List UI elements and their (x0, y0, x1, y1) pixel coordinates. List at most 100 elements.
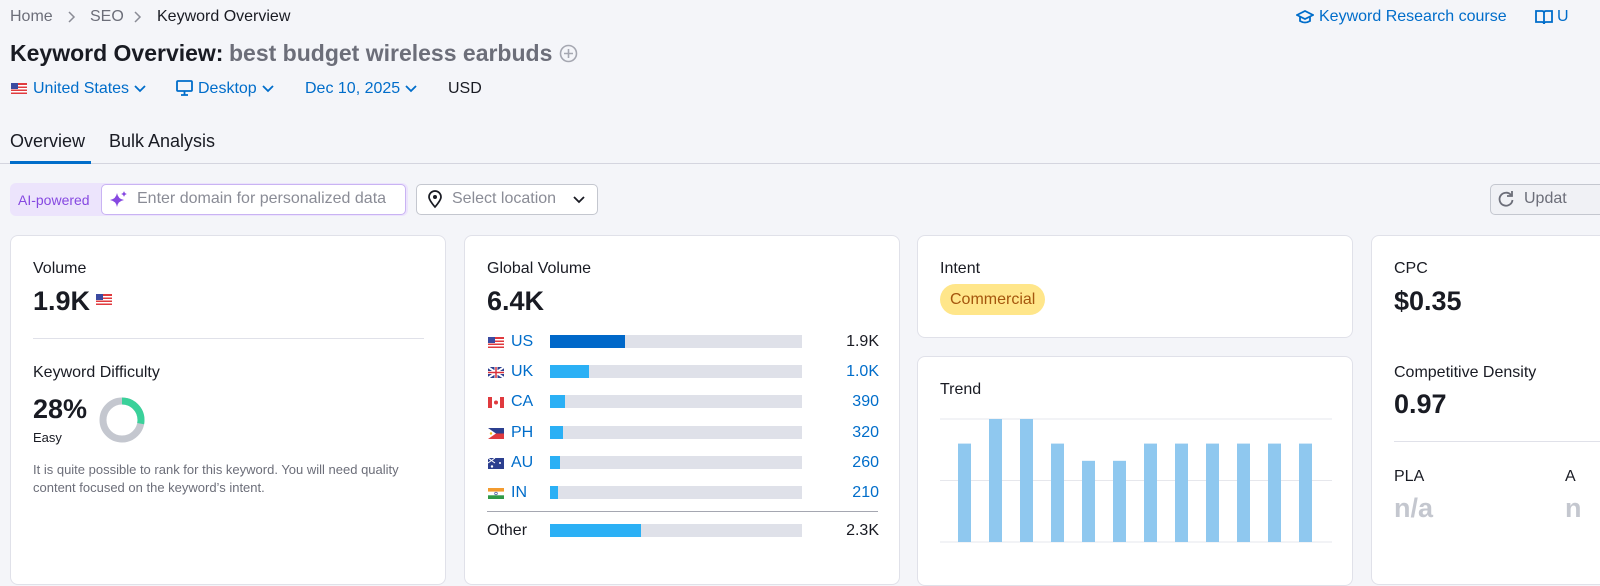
bar-track (550, 335, 802, 348)
country-code[interactable]: US (511, 333, 534, 350)
breadcrumb[interactable]: Home (10, 8, 53, 25)
sparkle-icon (110, 191, 127, 207)
country-code[interactable]: PH (511, 423, 534, 441)
pla-value: n/a (1394, 493, 1434, 523)
trend-bar (1206, 443, 1219, 542)
trend-chart (940, 418, 1332, 543)
volume-bar (550, 425, 563, 439)
update-button[interactable] (1490, 184, 1600, 215)
flag (488, 427, 504, 439)
volume-label[interactable]: 390 (852, 393, 879, 411)
density-value: 0.97 (1394, 389, 1447, 419)
refresh-icon (1498, 191, 1514, 207)
global-volume-value: 6.4K (487, 286, 545, 316)
volume-bar (550, 524, 641, 537)
volume-bar (550, 365, 590, 379)
bar-track (550, 395, 802, 409)
domain-placeholder: Enter domain for personalized data (137, 190, 387, 207)
ads-value: n (1565, 493, 1582, 523)
tab-underline (10, 161, 91, 164)
trend-bar (1051, 443, 1064, 542)
volume-label: 2.3K (846, 522, 879, 539)
card-label: Global Volume (487, 260, 592, 277)
tab[interactable]: Bulk Analysis (109, 131, 216, 151)
chevron (68, 11, 76, 23)
country-row: PH 320 (487, 424, 879, 442)
card-label: Keyword Difficulty (33, 364, 160, 381)
trend-bar (1082, 460, 1095, 542)
country-code[interactable]: IN (511, 484, 527, 501)
flag-us (96, 294, 112, 305)
volume-label[interactable]: 210 (852, 484, 879, 501)
card-label: PLA (1394, 468, 1425, 485)
device-select[interactable]: Desktop (198, 80, 257, 97)
location-placeholder: Select location (452, 190, 557, 207)
manual-icon (1535, 10, 1553, 25)
page-title: Keyword Overview: (10, 40, 224, 66)
cpc-value: $0.35 (1394, 286, 1462, 316)
update-label: Updat (1524, 190, 1567, 207)
ai-badge: AI-powered (18, 192, 90, 208)
header-link[interactable]: Keyword Research course (1319, 8, 1507, 25)
volume-label[interactable]: 1.0K (846, 363, 879, 381)
domain-input[interactable] (101, 184, 406, 215)
pin-icon (428, 190, 442, 209)
intent-card: Intent Commercial (917, 235, 1353, 338)
other-label: Other (487, 522, 528, 539)
flag (488, 367, 504, 379)
card-label: Trend (940, 381, 982, 398)
country-row: CA 390 (487, 393, 879, 411)
difficulty-description: It is quite possible to rank for this ke… (33, 462, 399, 495)
breadcrumb-current: Keyword Overview (157, 8, 291, 25)
chevron-down (405, 85, 417, 93)
add-icon[interactable] (559, 44, 578, 63)
global-volume-card: Global Volume 6.4K US 1.9K UK 1.0K CA 390 PH 32… (464, 235, 900, 585)
tabs-border (0, 163, 1600, 164)
date-select[interactable]: Dec 10, 2025 (305, 80, 401, 97)
trend-bar (1020, 419, 1033, 542)
header-link[interactable]: U (1557, 8, 1569, 25)
volume-value: 1.9K (33, 286, 91, 316)
trend-bar (1268, 443, 1281, 542)
volume-card: Volume 1.9K Keyword Difficulty 28% Easy … (10, 235, 446, 585)
divider (33, 338, 424, 339)
card-label: A (1565, 468, 1576, 485)
card-label: Competitive Density (1394, 364, 1537, 381)
bar-track (550, 455, 802, 469)
country-code[interactable]: CA (511, 393, 534, 411)
flag (488, 457, 504, 469)
tab-active[interactable]: Overview (10, 131, 86, 151)
chevron (134, 11, 142, 23)
country-row: Other 2.3K (487, 522, 879, 540)
desktop-icon (176, 80, 193, 96)
country-code[interactable]: AU (511, 453, 534, 471)
volume-label[interactable]: 320 (852, 423, 879, 441)
chevron-down (262, 85, 274, 93)
difficulty-donut (99, 397, 145, 443)
bar-track (550, 425, 802, 439)
country-code[interactable]: UK (511, 363, 534, 381)
flag-us (11, 83, 27, 94)
flag (488, 488, 504, 499)
volume-label[interactable]: 260 (852, 453, 879, 471)
location-select[interactable] (416, 184, 598, 215)
bar-track (550, 524, 802, 537)
trend-bar (1299, 443, 1312, 542)
country-row: UK 1.0K (487, 363, 879, 381)
country-row: US 1.9K (487, 333, 879, 351)
intent-badge: Commercial (940, 284, 1046, 315)
page: Home SEO Keyword Overview Keyword Resear… (0, 8, 1600, 586)
difficulty-level: Easy (33, 430, 62, 445)
trend-bar (1237, 443, 1250, 542)
divider (487, 511, 878, 512)
chevron-down (134, 85, 146, 93)
course-icon (1296, 9, 1314, 24)
keyword: best budget wireless earbuds (229, 40, 553, 66)
database-select[interactable]: United States (33, 80, 130, 97)
breadcrumb[interactable]: SEO (90, 8, 124, 25)
divider (1394, 441, 1600, 442)
volume-bar (550, 486, 559, 499)
difficulty-value: 28% (33, 394, 88, 424)
cpc-card: CPC $0.35 Competitive Density 0.97 PLA n… (1371, 235, 1600, 585)
flag (488, 397, 504, 409)
